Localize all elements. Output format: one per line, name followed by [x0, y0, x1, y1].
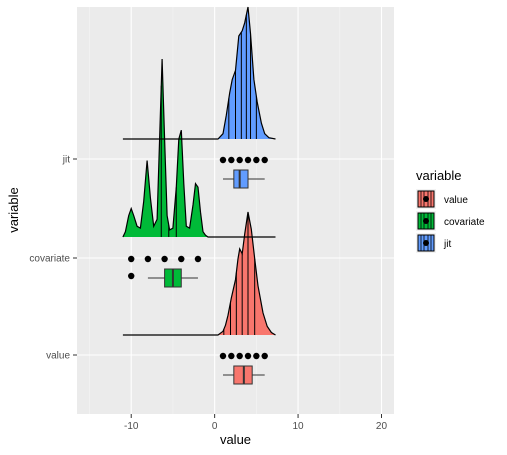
point-jit	[228, 156, 235, 164]
legend-title: variable	[416, 168, 462, 183]
x-tick-label: -10	[124, 421, 139, 432]
y-tick-label: covariate	[29, 254, 70, 265]
x-tick-label: 0	[212, 421, 218, 432]
ridge-outline-covariate	[122, 58, 276, 238]
point-value	[236, 352, 243, 360]
point-jit	[244, 156, 252, 164]
point-jit	[219, 156, 227, 164]
point-covariate	[161, 255, 168, 263]
ridge-fill-jit	[122, 7, 276, 139]
x-axis-title: value	[220, 432, 251, 447]
point-value	[219, 352, 227, 360]
ridge-outline-value	[122, 211, 276, 336]
point-covariate	[178, 255, 185, 263]
axes: -10 0 10 20 value covariate jit	[29, 155, 387, 433]
point-covariate	[144, 255, 152, 263]
grid-lines	[77, 7, 394, 414]
legend-label-value: value	[444, 195, 468, 206]
point-value	[261, 352, 268, 360]
series-layer	[122, 6, 276, 385]
y-axis-title: variable	[6, 187, 21, 233]
series-jit	[122, 6, 276, 189]
point-covariate	[128, 255, 135, 263]
point-jit	[261, 156, 268, 164]
legend-label-jit: jit	[443, 239, 451, 250]
point-jit	[236, 156, 243, 164]
x-tick-label: 10	[293, 421, 305, 432]
ridge-fill-value	[122, 212, 276, 335]
series-covariate	[122, 58, 276, 288]
point-jit	[253, 156, 260, 164]
point-value	[253, 352, 260, 360]
point-covariate	[194, 255, 202, 263]
y-tick-label: jit	[62, 155, 70, 166]
series-value	[122, 211, 276, 385]
legend-key-point	[423, 218, 429, 224]
ridge-outline-jit	[122, 6, 276, 140]
point-value	[244, 352, 252, 360]
box-jit	[233, 169, 249, 189]
point-value	[228, 352, 235, 360]
legend-label-covariate: covariate	[444, 217, 485, 228]
y-tick-label: value	[46, 351, 70, 362]
legend: variable value covariate jit	[416, 168, 485, 253]
point-covariate	[128, 272, 135, 280]
legend-key-point	[423, 240, 429, 246]
legend-key-point	[423, 196, 429, 202]
x-tick-label: 20	[376, 421, 388, 432]
